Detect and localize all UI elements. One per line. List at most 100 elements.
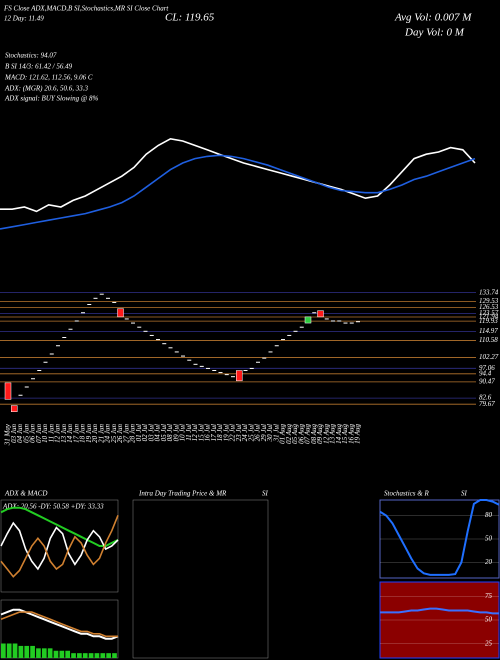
macd-bar (106, 653, 111, 658)
x-tick-label: 14 Aug (335, 424, 343, 444)
y-tick-label: 121.94 (479, 313, 499, 321)
header-text: ADX signal: BUY Slowing @ 8% (4, 95, 99, 103)
x-tick-label: 08 Jul (166, 424, 174, 441)
x-tick-label: 16 Aug (347, 424, 355, 444)
macd-bar (30, 645, 35, 658)
x-tick-label: 19 Jun (85, 424, 93, 443)
panel (132, 499, 269, 659)
panel-title: Intra Day Trading Price & MR (138, 490, 227, 498)
x-tick-label: 12 Jun (54, 424, 62, 443)
candle (11, 405, 18, 412)
ma-line (0, 154, 476, 230)
y-tick-label: 50 (485, 616, 493, 624)
header-text: Day Vol: 0 M (404, 27, 465, 39)
macd-line (0, 611, 118, 638)
x-tick-label: 04 Jun (16, 424, 24, 443)
y-tick-label: 126.53 (479, 303, 499, 311)
x-tick-label: 01 Jul (135, 424, 143, 441)
x-tick-label: 26 Jul (254, 424, 262, 441)
x-tick-label: 19 Aug (354, 424, 362, 444)
x-tick-label: 20 Jun (91, 424, 99, 443)
x-tick-label: 09 Aug (316, 424, 324, 444)
macd-bar (71, 653, 76, 658)
x-tick-label: 05 Aug (291, 424, 299, 444)
y-tick-label: 90.47 (479, 378, 495, 386)
x-tick-label: 28 Jun (129, 424, 137, 443)
x-tick-label: 21 Jun (97, 424, 105, 443)
y-tick-label: 129.53 (479, 297, 499, 305)
y-tick-label: 114.97 (479, 327, 498, 335)
x-tick-label: 10 Jun (41, 424, 49, 443)
x-tick-label: 08 Aug (310, 424, 318, 444)
ma-line (0, 137, 476, 213)
macd-bar (82, 653, 88, 658)
panel-title: SI (262, 490, 269, 498)
macd-bar (100, 653, 106, 658)
x-tick-label: 06 Aug (297, 424, 305, 444)
x-tick-label: 27 Jun (122, 424, 130, 443)
x-tick-label: 25 Jul (247, 424, 255, 441)
macd-bar (36, 648, 41, 658)
x-tick-label: 15 Jul (197, 424, 205, 441)
candle (117, 308, 124, 318)
panel-title: SI (461, 490, 468, 498)
y-tick-label: 119.93 (479, 317, 498, 325)
indicator-line (0, 506, 119, 547)
macd-bar (18, 645, 24, 658)
x-tick-label: 10 Jul (179, 424, 187, 441)
x-tick-label: 11 Jun (47, 424, 55, 443)
header-text: ADX: (MGR) 20.6, 50.6, 33.3 (4, 85, 89, 93)
indicator-line (380, 607, 499, 615)
header-text: 12 Day: 11.49 (4, 15, 44, 23)
indicator-line (379, 499, 500, 576)
x-tick-label: 17 Jun (72, 424, 80, 443)
macd-bar (59, 650, 65, 658)
header-text: FS Close ADX,MACD,B SI,Stochastics,MR SI… (3, 5, 169, 13)
x-tick-label: 31 Jul (272, 424, 280, 442)
y-tick-label: 75 (485, 592, 493, 600)
y-tick-label: 110.58 (479, 336, 498, 344)
y-tick-label: 80 (485, 511, 493, 519)
y-tick-label: 79.67 (479, 400, 495, 408)
indicator-line (0, 521, 119, 571)
panel-title: Stochastics & R (384, 490, 429, 498)
x-tick-label: 29 Jul (260, 424, 268, 441)
x-tick-label: 07 Jun (35, 424, 43, 443)
x-tick-label: 02 Aug (285, 424, 293, 444)
header-text: CL: 119.65 (165, 12, 215, 24)
macd-bar (88, 653, 94, 658)
x-tick-label: 02 Jul (141, 424, 149, 441)
x-tick-label: 24 Jun (104, 424, 112, 443)
panel-annotation: ADX: 20.56 -DY: 50.58 +DY: 33.33 (2, 503, 104, 511)
y-tick-label: 123.57 (479, 309, 499, 317)
indicator-line (0, 515, 119, 578)
x-tick-label: 03 Jun (10, 424, 18, 443)
macd-bar (53, 650, 59, 658)
x-tick-label: 30 Jul (266, 424, 274, 442)
macd-line (0, 608, 119, 640)
candle (236, 370, 243, 382)
y-tick-label: 50 (485, 535, 493, 543)
x-tick-label: 23 Jul (235, 424, 243, 441)
x-tick-label: 04 Jul (154, 424, 162, 441)
y-tick-label: 133.74 (479, 288, 499, 296)
header-text: Stochastics: 94.07 (5, 52, 57, 60)
x-tick-label: 26 Jun (116, 424, 124, 443)
x-tick-label: 11 Jul (185, 424, 193, 441)
x-tick-label: 09 Jul (172, 424, 180, 441)
candle (4, 382, 12, 400)
x-tick-label: 19 Jul (222, 424, 230, 441)
x-tick-label: 22 Jul (229, 424, 237, 441)
panel-title: ADX & MACD (4, 490, 47, 498)
x-tick-label: 15 Aug (341, 424, 349, 444)
candle (304, 316, 312, 324)
x-tick-label: 24 Jul (241, 424, 249, 441)
y-tick-label: 94.4 (479, 369, 492, 377)
x-tick-label: 14 Jun (66, 424, 74, 443)
header-text: B SI 14/3: 61.42 / 56.49 (5, 63, 73, 71)
x-tick-label: 12 Aug (322, 424, 330, 444)
x-tick-label: 18 Jun (79, 424, 87, 443)
x-tick-label: 31 May (4, 423, 12, 446)
x-tick-label: 12 Jul (191, 424, 199, 441)
